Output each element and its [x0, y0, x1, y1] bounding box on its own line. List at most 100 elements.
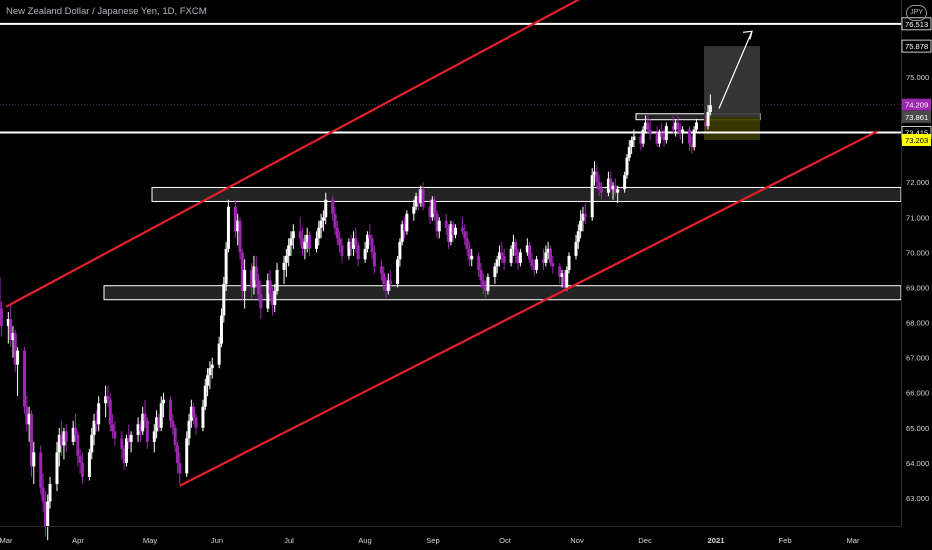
target-zone[interactable] — [704, 46, 760, 117]
candle-body — [428, 206, 432, 218]
candle-body — [319, 220, 323, 228]
candle-body — [551, 262, 555, 267]
candle-body — [535, 259, 539, 270]
candle-body — [187, 420, 191, 439]
candle-body — [646, 122, 650, 130]
candle-body — [0, 308, 3, 327]
candle-body — [43, 501, 47, 527]
candle-body — [291, 231, 295, 239]
candle-body — [509, 248, 513, 263]
candle-body — [495, 259, 499, 267]
candle-body — [690, 143, 694, 148]
y-tick-label: 68.000 — [906, 319, 929, 328]
candle-body — [597, 182, 601, 190]
candle-body — [210, 364, 214, 369]
candle-body — [57, 434, 61, 453]
channel-layer — [5, 0, 878, 487]
candle-body — [222, 283, 226, 316]
candle-body — [609, 178, 613, 190]
candle-body — [6, 319, 10, 327]
candle-body — [238, 220, 242, 253]
candle-body — [708, 104, 712, 112]
candle-body — [314, 238, 318, 249]
candle-body — [185, 438, 189, 474]
candle-body — [694, 122, 698, 130]
candle-body — [273, 290, 277, 305]
candle-body — [627, 147, 631, 158]
candle-body — [606, 178, 610, 193]
candle-body — [129, 434, 133, 442]
price-badge-last — [902, 98, 931, 111]
candle-body — [48, 483, 52, 502]
candle-body — [143, 413, 147, 421]
candle-body — [433, 199, 437, 214]
candle-body — [414, 196, 418, 207]
candle-body — [124, 438, 128, 463]
candle-body — [528, 245, 532, 260]
candle-body — [616, 189, 620, 193]
candle-body — [518, 252, 522, 263]
candle-body — [389, 280, 393, 284]
candle-body — [643, 122, 647, 130]
candle-body — [548, 248, 552, 263]
level-layer — [0, 22, 901, 134]
candle-body — [13, 333, 17, 365]
candle-body — [287, 245, 291, 256]
candle-body — [250, 269, 254, 288]
candle-body — [398, 241, 402, 260]
time-axis[interactable]: Mar Apr May Jun Jul Aug Sep Oct Nov Dec 2021 Feb Mar — [0, 536, 860, 545]
candle-body — [74, 427, 78, 435]
candle-body — [301, 238, 305, 249]
candle-body — [113, 431, 117, 439]
candle-body — [162, 399, 166, 404]
long-position-tool[interactable] — [704, 46, 760, 140]
candle-body — [252, 266, 256, 288]
candle-body — [574, 241, 578, 256]
candle-body — [657, 133, 661, 144]
y-tick-label: 63.000 — [906, 494, 929, 503]
candle-body — [368, 234, 372, 239]
candle-body — [419, 189, 423, 204]
candle-body — [175, 445, 179, 463]
candle-body — [484, 287, 488, 291]
candle-body — [11, 333, 15, 341]
stop-zone[interactable] — [704, 116, 760, 140]
candle-body — [460, 227, 464, 232]
y-tick-label: 66.000 — [906, 389, 929, 398]
candle-body — [382, 273, 386, 284]
candle-body — [583, 213, 587, 218]
candle-body — [32, 452, 36, 467]
x-tick-label: Aug — [358, 536, 372, 545]
candle-body — [613, 185, 617, 193]
candle-body — [681, 129, 685, 134]
candle-body — [108, 399, 112, 425]
candle-body — [29, 413, 33, 467]
candle-body — [421, 189, 425, 207]
price-badge-text: 75.878 — [905, 42, 928, 51]
candle-body — [282, 262, 286, 270]
candle-body — [64, 431, 68, 442]
candle-body — [233, 206, 237, 232]
candle-body — [16, 350, 20, 365]
candle-body — [467, 248, 471, 260]
candle-body — [46, 501, 50, 527]
x-tick-label: Mar — [0, 536, 13, 545]
x-tick-label: Jul — [284, 536, 294, 545]
candle-body — [688, 129, 692, 144]
candle-body — [493, 266, 497, 277]
candle-body — [352, 238, 356, 249]
candle-body — [305, 234, 309, 242]
candle-body — [201, 406, 205, 428]
price-axis[interactable]: 75.000 72.000 71.000 70.000 69.000 68.000 67.0… — [906, 73, 929, 503]
x-tick-label: Oct — [499, 536, 512, 545]
currency-logo-icon: JPY — [906, 5, 927, 21]
candle-body — [60, 434, 64, 446]
y-tick-label: 75.000 — [906, 73, 929, 82]
candle-body — [544, 252, 548, 263]
candle-body — [579, 220, 583, 232]
candle-body — [671, 126, 675, 130]
candle-body — [567, 255, 571, 270]
candle-series — [0, 94, 712, 541]
